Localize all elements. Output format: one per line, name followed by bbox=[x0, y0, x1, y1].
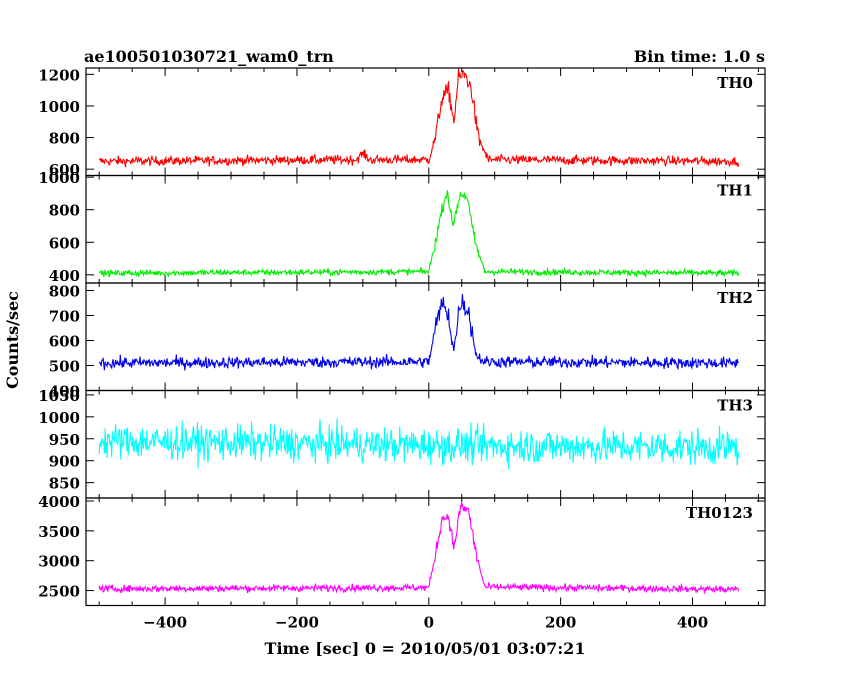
y-tick-label: 400 bbox=[49, 383, 80, 401]
x-tick-label: 0 bbox=[424, 614, 434, 632]
series-line-th2 bbox=[98, 294, 739, 371]
y-tick-label: 950 bbox=[49, 431, 80, 449]
y-tick-label: 600 bbox=[49, 333, 80, 351]
panel-label-th3: TH3 bbox=[717, 397, 753, 415]
y-tick-label: 1000 bbox=[38, 409, 80, 427]
y-tick-label: 900 bbox=[49, 453, 80, 471]
x-tick-label: 400 bbox=[677, 614, 708, 632]
x-tick-label: 200 bbox=[545, 614, 576, 632]
x-tick-label: −200 bbox=[275, 614, 319, 632]
y-tick-label: 800 bbox=[49, 130, 80, 148]
y-tick-label: 850 bbox=[49, 475, 80, 493]
x-tick-label: −400 bbox=[143, 614, 187, 632]
series-line-th3 bbox=[98, 418, 740, 470]
y-tick-label: 3000 bbox=[38, 553, 80, 571]
panel-label-th1: TH1 bbox=[717, 182, 753, 200]
y-tick-label: 3500 bbox=[38, 523, 80, 541]
panel-label-th0: TH0 bbox=[717, 74, 753, 92]
y-tick-label: 500 bbox=[49, 358, 80, 376]
x-axis-label: Time [sec] 0 = 2010/05/01 03:07:21 bbox=[265, 639, 586, 658]
y-tick-label: 1200 bbox=[38, 66, 80, 84]
y-tick-label: 2500 bbox=[38, 583, 80, 601]
series-line-th0123 bbox=[98, 502, 740, 595]
y-tick-label: 4000 bbox=[38, 493, 80, 511]
y-tick-label: 700 bbox=[49, 308, 80, 326]
bin-time-label: Bin time: 1.0 s bbox=[634, 47, 765, 66]
chart-title: ae100501030721_wam0_trn bbox=[84, 47, 334, 66]
y-tick-label: 1000 bbox=[38, 169, 80, 187]
y-tick-label: 1050 bbox=[38, 387, 80, 405]
y-tick-label: 600 bbox=[49, 161, 80, 179]
series-line-th0 bbox=[98, 68, 740, 168]
y-axis-label: Counts/sec bbox=[3, 291, 22, 389]
panel-label-th2: TH2 bbox=[717, 289, 753, 307]
y-tick-label: 800 bbox=[49, 202, 80, 220]
panel-label-th0123: TH0123 bbox=[686, 504, 753, 522]
y-tick-label: 800 bbox=[49, 283, 80, 301]
y-tick-label: 400 bbox=[49, 267, 80, 285]
panel-frame-th0123 bbox=[85, 497, 766, 607]
series-line-th1 bbox=[98, 190, 740, 279]
panels-group: 600 800 1000 1200 TH0 400 600 800 1000 TH1 400 500 6… bbox=[38, 66, 766, 632]
panel-frame-th2 bbox=[85, 282, 766, 392]
panel-frame-th1 bbox=[85, 174, 766, 284]
y-tick-label: 600 bbox=[49, 234, 80, 252]
y-tick-label: 1000 bbox=[38, 98, 80, 116]
